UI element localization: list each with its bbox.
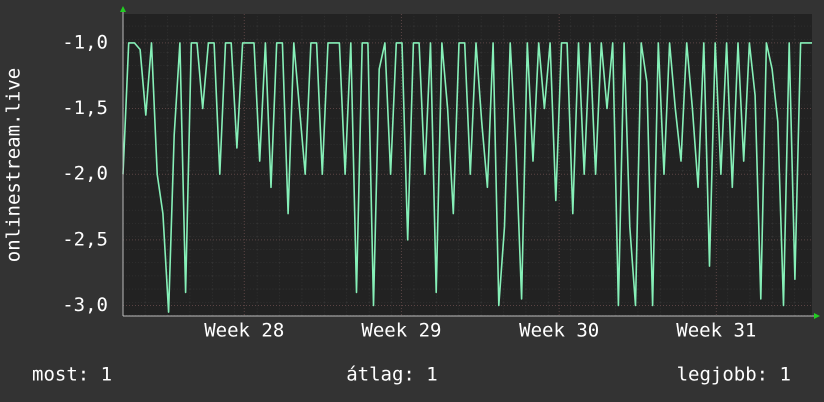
series-line [122,42,812,313]
y-tick-label: -1,0 [62,31,108,53]
stat: legjobb: 1 [677,364,791,386]
x-tick-label: Week 30 [519,320,599,342]
x-tick-label: Week 28 [204,320,284,342]
y-tick-label: -3,0 [62,294,108,316]
y-tick-label: -2,0 [62,163,108,185]
y-tick-label: -1,5 [62,97,108,119]
y-arrow [120,6,126,12]
y-tick-label: -2,5 [62,228,108,250]
x-arrow [814,313,820,319]
x-tick-label: Week 31 [676,320,756,342]
minor-grid [123,14,812,316]
x-tick-label: Week 29 [361,320,441,342]
y-axis-label: onlinestream.live [3,68,25,262]
stat: most: 1 [32,364,112,386]
stat: átlag: 1 [346,364,438,386]
